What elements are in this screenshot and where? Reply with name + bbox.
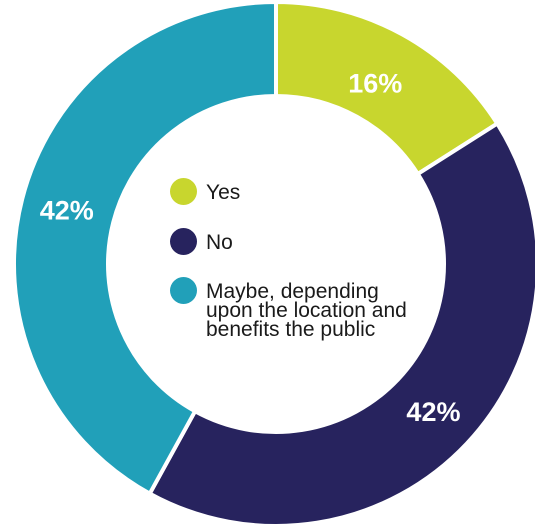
donut-value-labels: 16% 42% 42% [40, 68, 461, 426]
donut-slice-maybe [12, 0, 278, 497]
donut-slices [12, 0, 535, 528]
legend-swatch-yes [170, 178, 197, 205]
legend-item-yes: Yes [170, 176, 440, 205]
value-label-yes: 16% [348, 68, 402, 98]
donut-slice-no [147, 120, 535, 528]
chart-legend: Yes No Maybe, depending upon the locatio… [170, 176, 440, 341]
legend-label-yes: Yes [206, 181, 241, 204]
legend-swatch-maybe [170, 277, 197, 304]
legend-label-no: No [206, 231, 233, 254]
legend-item-maybe: Maybe, depending upon the location and b… [170, 275, 431, 341]
legend-label-maybe: Maybe, depending upon the location and b… [206, 280, 407, 341]
value-label-maybe: 42% [40, 195, 94, 225]
value-label-no: 42% [406, 397, 460, 427]
legend-swatch-no [170, 228, 197, 255]
legend-item-no: No [170, 226, 440, 255]
